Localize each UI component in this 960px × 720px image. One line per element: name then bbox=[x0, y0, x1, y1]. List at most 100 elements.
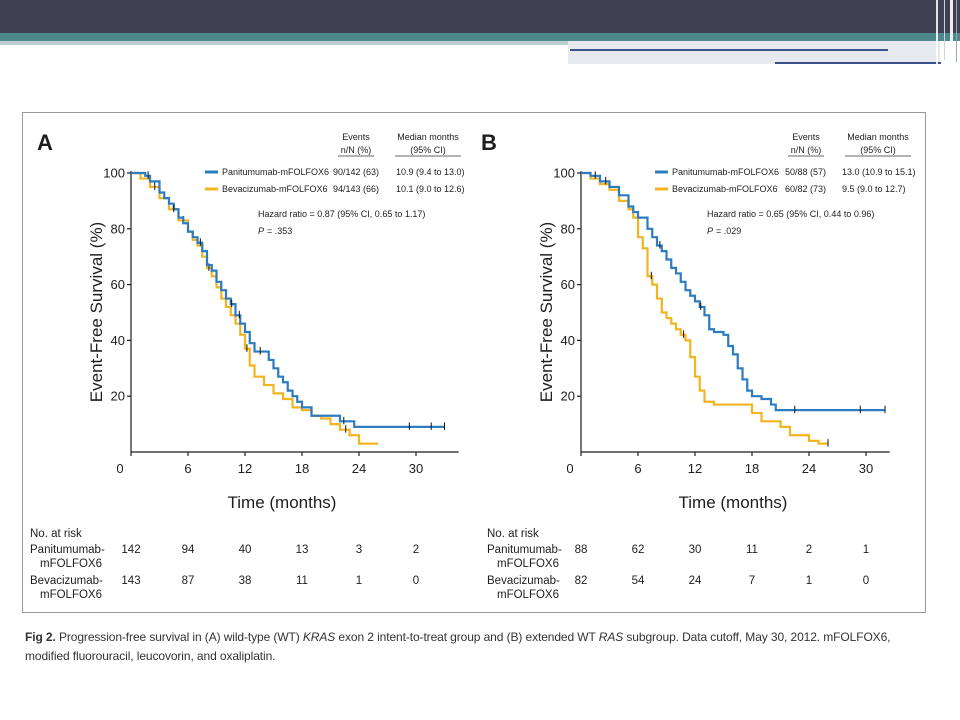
figure-frame bbox=[22, 112, 926, 613]
slide-decor-line bbox=[956, 0, 957, 62]
legend-events-panitumumab: 50/88 (57) bbox=[785, 167, 826, 177]
legend-events-header: n/N (%) bbox=[791, 145, 822, 155]
risk-count: 142 bbox=[121, 544, 140, 556]
panel-label: B bbox=[481, 130, 497, 155]
risk-row-label: Panitumumab- bbox=[487, 544, 562, 556]
risk-row-label: Panitumumab- bbox=[30, 544, 105, 556]
x-tick-label: 30 bbox=[409, 461, 423, 476]
x-tick-label: 6 bbox=[634, 461, 641, 476]
y-tick-label: 60 bbox=[111, 277, 125, 292]
risk-count: 0 bbox=[413, 575, 419, 587]
caption-gene: KRAS bbox=[302, 630, 336, 644]
risk-row-label: mFOLFOX6 bbox=[40, 558, 102, 570]
slide-accent-band bbox=[0, 33, 960, 41]
caption-label: Fig 2. bbox=[25, 630, 56, 644]
risk-count: 82 bbox=[575, 575, 588, 587]
legend-events-bevacizumab: 94/143 (66) bbox=[333, 184, 379, 194]
legend-label-panitumumab: Panitumumab-mFOLFOX6 bbox=[222, 167, 329, 177]
hazard-ratio: Hazard ratio = 0.87 (95% CI, 0.65 to 1.1… bbox=[258, 209, 425, 219]
risk-count: 2 bbox=[806, 544, 812, 556]
risk-count: 1 bbox=[356, 575, 362, 587]
risk-count: 54 bbox=[632, 575, 645, 587]
risk-count: 87 bbox=[182, 575, 195, 587]
y-axis-title: Event-Free Survival (%) bbox=[87, 222, 106, 402]
caption-text: subgroup. Data cutoff, May 30, 2012. mFO… bbox=[623, 630, 891, 644]
risk-table-title: No. at risk bbox=[487, 528, 539, 540]
slide-decor-rule bbox=[775, 62, 941, 64]
risk-count: 1 bbox=[806, 575, 812, 587]
risk-count: 38 bbox=[239, 575, 252, 587]
x-tick-label: 18 bbox=[745, 461, 759, 476]
legend-median-bevacizumab: 10.1 (9.0 to 12.6) bbox=[396, 184, 465, 194]
y-tick-label: 100 bbox=[103, 166, 125, 181]
hazard-ratio: Hazard ratio = 0.65 (95% CI, 0.44 to 0.9… bbox=[707, 209, 874, 219]
caption-line-1: Fig 2. Progression-free survival in (A) … bbox=[25, 628, 940, 647]
legend-events-header: n/N (%) bbox=[341, 145, 372, 155]
y-tick-label: 60 bbox=[561, 277, 575, 292]
legend-events-panitumumab: 90/142 (63) bbox=[333, 167, 379, 177]
y-tick-label: 20 bbox=[111, 389, 125, 404]
risk-count: 88 bbox=[575, 544, 588, 556]
slide-decor-block bbox=[568, 41, 940, 64]
p-value: P = .353 bbox=[258, 226, 292, 236]
x-axis-title: Time (months) bbox=[679, 493, 788, 512]
risk-count: 13 bbox=[296, 544, 309, 556]
y-tick-label: 40 bbox=[111, 333, 125, 348]
y-tick-label: 40 bbox=[561, 333, 575, 348]
p-symbol: P bbox=[258, 226, 264, 236]
risk-row-label: mFOLFOX6 bbox=[497, 558, 559, 570]
km-curve-panitumumab bbox=[581, 171, 885, 412]
risk-count: 62 bbox=[632, 544, 645, 556]
p-value: P = .029 bbox=[707, 226, 741, 236]
figure-caption: Fig 2. Progression-free survival in (A) … bbox=[25, 628, 940, 666]
legend-events-header: Events bbox=[342, 132, 370, 142]
risk-count: 11 bbox=[746, 544, 758, 556]
risk-count: 0 bbox=[863, 575, 869, 587]
risk-count: 40 bbox=[239, 544, 252, 556]
legend-label-panitumumab: Panitumumab-mFOLFOX6 bbox=[672, 167, 779, 177]
panel-label: A bbox=[37, 130, 53, 155]
legend-median-panitumumab: 13.0 (10.9 to 15.1) bbox=[842, 167, 916, 177]
caption-text: Progression-free survival in (A) wild-ty… bbox=[55, 630, 303, 644]
x-tick-label: 0 bbox=[116, 461, 123, 476]
risk-count: 1 bbox=[863, 544, 869, 556]
slide-header-bar bbox=[0, 0, 960, 33]
caption-line-2: modified fluorouracil, leucovorin, and o… bbox=[25, 647, 940, 666]
p-symbol: P bbox=[707, 226, 713, 236]
risk-count: 3 bbox=[356, 544, 362, 556]
legend-events-bevacizumab: 60/82 (73) bbox=[785, 184, 826, 194]
legend-events-header: Events bbox=[792, 132, 820, 142]
slide-decor-line bbox=[944, 0, 945, 60]
x-tick-label: 30 bbox=[859, 461, 873, 476]
caption-text: modified fluorouracil, leucovorin, and o… bbox=[25, 649, 276, 663]
y-tick-label: 80 bbox=[111, 221, 125, 236]
slide-accent-subband bbox=[0, 41, 570, 45]
x-tick-label: 24 bbox=[352, 461, 366, 476]
x-tick-label: 12 bbox=[238, 461, 252, 476]
legend-median-header: (95% CI) bbox=[410, 145, 446, 155]
risk-row-label: mFOLFOX6 bbox=[40, 589, 102, 601]
risk-count: 7 bbox=[749, 575, 755, 587]
risk-count: 11 bbox=[296, 575, 308, 587]
x-tick-label: 24 bbox=[802, 461, 816, 476]
risk-row-label: mFOLFOX6 bbox=[497, 589, 559, 601]
y-tick-label: 100 bbox=[553, 166, 575, 181]
y-tick-label: 20 bbox=[561, 389, 575, 404]
risk-count: 2 bbox=[413, 544, 419, 556]
x-tick-label: 12 bbox=[688, 461, 702, 476]
x-tick-label: 0 bbox=[566, 461, 573, 476]
y-axis-title: Event-Free Survival (%) bbox=[537, 222, 556, 402]
slide-decor-line bbox=[936, 0, 938, 64]
slide-decor-line bbox=[950, 0, 953, 66]
legend-label-bevacizumab: Bevacizumab-mFOLFOX6 bbox=[672, 184, 778, 194]
legend-median-bevacizumab: 9.5 (9.0 to 12.7) bbox=[842, 184, 906, 194]
y-tick-label: 80 bbox=[561, 221, 575, 236]
p-value-text: = .353 bbox=[267, 226, 292, 236]
risk-count: 30 bbox=[689, 544, 702, 556]
caption-gene: RAS bbox=[598, 630, 624, 644]
legend-label-bevacizumab: Bevacizumab-mFOLFOX6 bbox=[222, 184, 328, 194]
risk-table-title: No. at risk bbox=[30, 528, 82, 540]
